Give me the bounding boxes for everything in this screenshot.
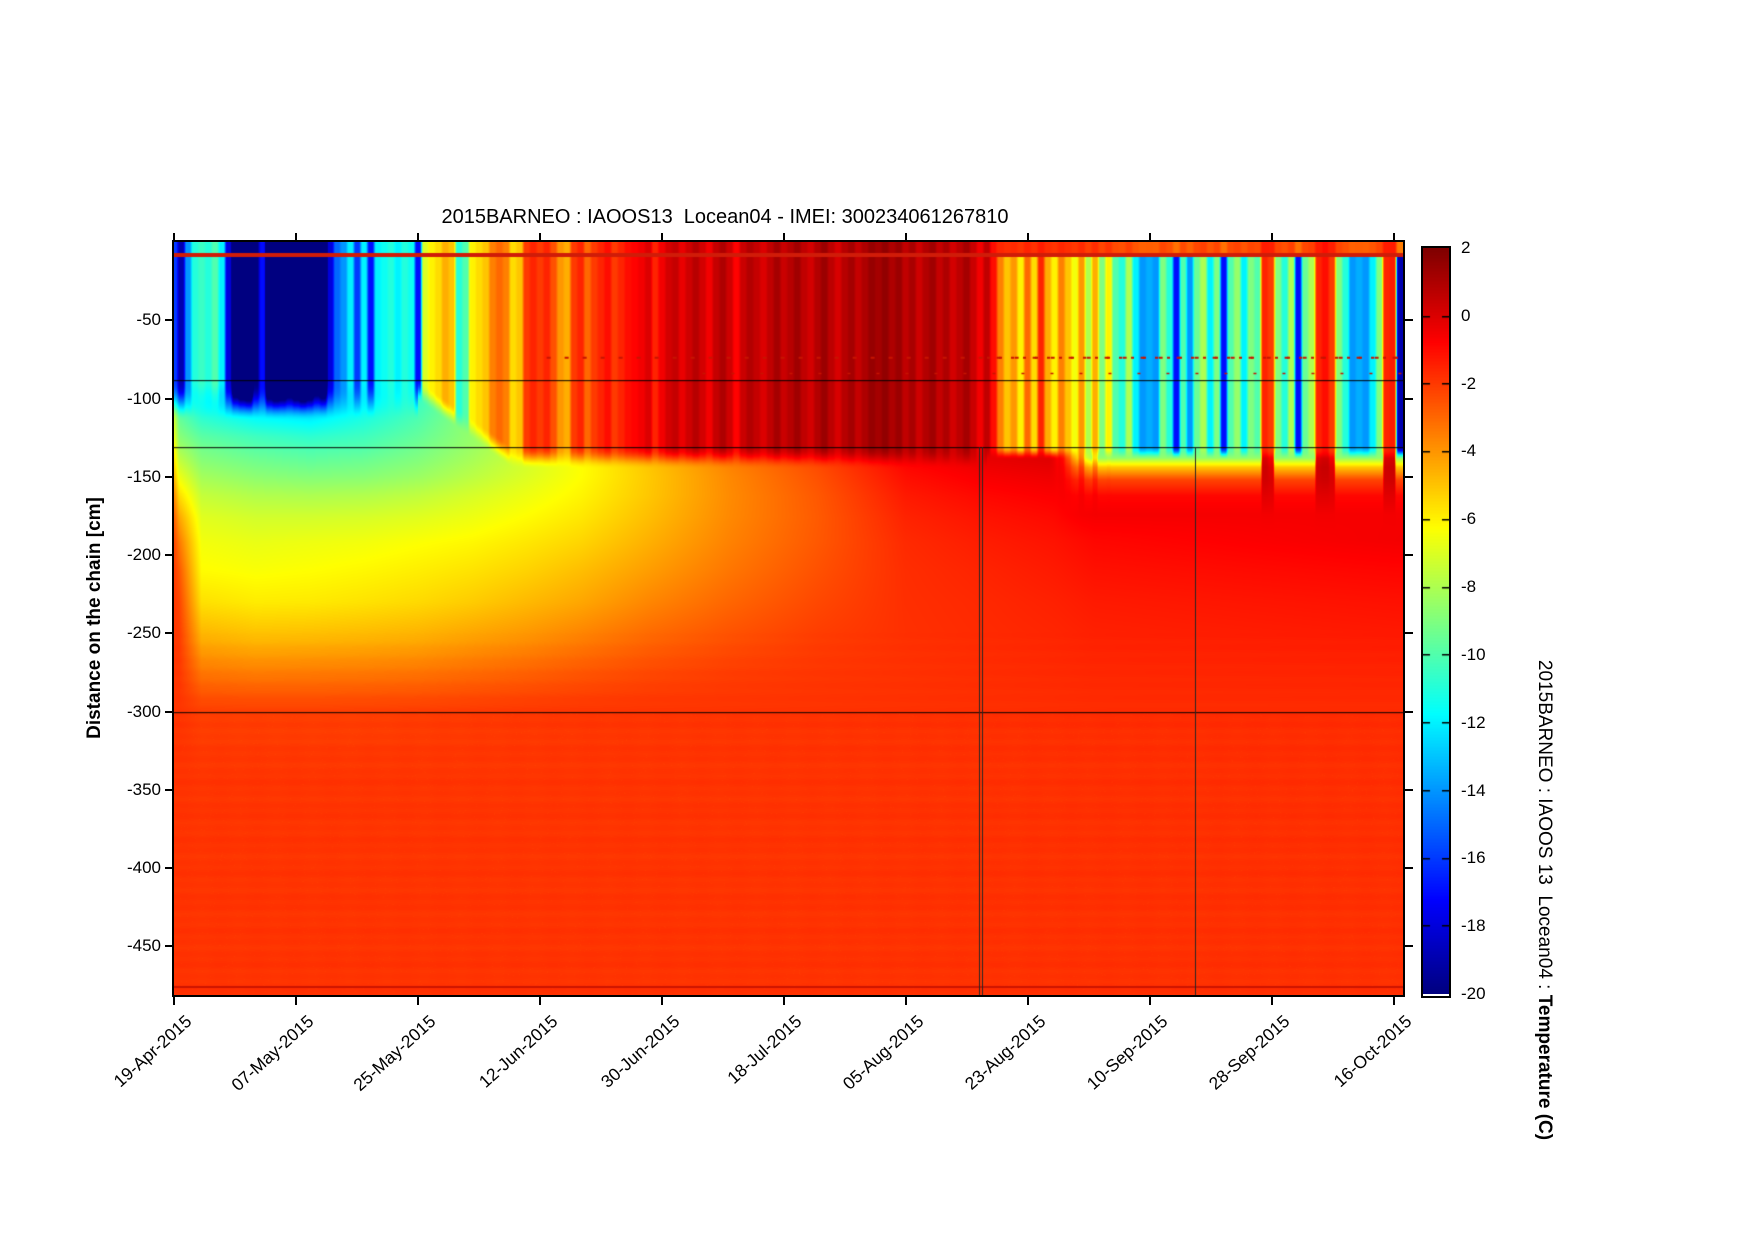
x-tick-label: 18-Jul-2015 bbox=[723, 1011, 806, 1088]
colorbar-label-bold: Temperature (C) bbox=[1534, 994, 1555, 1141]
x-tick bbox=[416, 997, 419, 1005]
y-tick bbox=[165, 710, 173, 713]
x-tick-label: 12-Jun-2015 bbox=[474, 1011, 562, 1092]
y-tick bbox=[165, 319, 173, 322]
y-tick-label: -300 bbox=[126, 701, 161, 721]
heatmap-canvas bbox=[174, 242, 1403, 995]
x-tick-label: 07-May-2015 bbox=[227, 1011, 318, 1095]
y-tick-label: -250 bbox=[126, 623, 161, 643]
x-tick bbox=[173, 997, 175, 1005]
y-tick bbox=[165, 475, 173, 478]
x-tick-label: 28-Sep-2015 bbox=[1204, 1011, 1293, 1094]
y-tick-right bbox=[1405, 945, 1413, 948]
colorbar-tick-label: -14 bbox=[1461, 780, 1486, 800]
colorbar-label: 2015BARNEO : IAOOS 13 Locean04 : Tempera… bbox=[1533, 660, 1555, 1140]
y-tick-right bbox=[1405, 710, 1413, 713]
colorbar-tick-label: -10 bbox=[1461, 644, 1486, 664]
colorbar bbox=[1421, 246, 1451, 998]
x-tick-top bbox=[904, 233, 907, 241]
x-tick-label: 23-Aug-2015 bbox=[960, 1011, 1050, 1094]
y-tick bbox=[165, 632, 173, 635]
x-tick bbox=[538, 997, 541, 1005]
x-tick-top bbox=[173, 233, 175, 241]
y-tick-right bbox=[1405, 867, 1413, 870]
x-tick-top bbox=[294, 233, 297, 241]
colorbar-tick-label: -6 bbox=[1461, 509, 1477, 529]
x-tick bbox=[904, 997, 907, 1005]
x-tick-label: 10-Sep-2015 bbox=[1082, 1011, 1171, 1094]
colorbar-canvas bbox=[1423, 248, 1449, 994]
x-tick-label: 25-May-2015 bbox=[349, 1011, 440, 1095]
x-tick-top bbox=[538, 233, 541, 241]
y-tick-right bbox=[1405, 319, 1413, 322]
colorbar-tick-label: -8 bbox=[1461, 577, 1477, 597]
x-tick-label: 16-Oct-2015 bbox=[1329, 1011, 1415, 1091]
y-tick-right bbox=[1405, 632, 1413, 635]
y-tick bbox=[165, 397, 173, 400]
y-tick-label: -50 bbox=[136, 310, 161, 330]
x-tick-label: 05-Aug-2015 bbox=[838, 1011, 928, 1094]
x-tick bbox=[660, 997, 663, 1005]
colorbar-label-prefix: 2015BARNEO : IAOOS 13 Locean04 : bbox=[1534, 659, 1555, 995]
y-tick-right bbox=[1405, 554, 1413, 557]
colorbar-tick-label: -20 bbox=[1461, 984, 1486, 1003]
heatmap-plot-area bbox=[172, 240, 1405, 997]
x-tick bbox=[1026, 997, 1029, 1005]
y-tick-label: -400 bbox=[126, 858, 161, 878]
y-tick-label: -350 bbox=[126, 779, 161, 799]
x-tick bbox=[1392, 997, 1395, 1005]
x-tick-top bbox=[1392, 233, 1395, 241]
chart-title: 2015BARNEO : IAOOS13 Locean04 - IMEI: 30… bbox=[441, 206, 1009, 228]
y-tick-right bbox=[1405, 788, 1413, 791]
y-tick-label: -200 bbox=[126, 545, 161, 565]
y-tick bbox=[165, 867, 173, 870]
colorbar-tick-label: 2 bbox=[1461, 238, 1471, 257]
x-tick-top bbox=[1026, 233, 1029, 241]
x-tick-top bbox=[1148, 233, 1151, 241]
y-tick bbox=[165, 788, 173, 791]
x-tick-label: 30-Jun-2015 bbox=[596, 1011, 684, 1092]
y-tick-label: -450 bbox=[126, 936, 161, 956]
colorbar-tick-label: 0 bbox=[1461, 305, 1471, 325]
x-tick-top bbox=[660, 233, 663, 241]
x-tick-label: 19-Apr-2015 bbox=[109, 1011, 196, 1091]
y-tick-label: -100 bbox=[126, 388, 161, 408]
x-tick-top bbox=[416, 233, 419, 241]
x-tick bbox=[782, 997, 785, 1005]
colorbar-tick-label: -18 bbox=[1461, 916, 1486, 936]
x-tick bbox=[1270, 997, 1273, 1005]
x-tick-top bbox=[1270, 233, 1273, 241]
x-tick bbox=[294, 997, 297, 1005]
y-tick bbox=[165, 554, 173, 557]
y-tick-right bbox=[1405, 397, 1413, 400]
colorbar-tick-label: -16 bbox=[1461, 848, 1486, 868]
y-tick-label: -150 bbox=[126, 466, 161, 486]
y-tick bbox=[165, 945, 173, 948]
x-tick-top bbox=[782, 233, 785, 241]
colorbar-tick-label: -2 bbox=[1461, 373, 1477, 393]
x-tick bbox=[1148, 997, 1151, 1005]
colorbar-tick-label: -12 bbox=[1461, 712, 1486, 732]
colorbar-tick-label: -4 bbox=[1461, 441, 1477, 461]
y-tick-right bbox=[1405, 475, 1413, 478]
